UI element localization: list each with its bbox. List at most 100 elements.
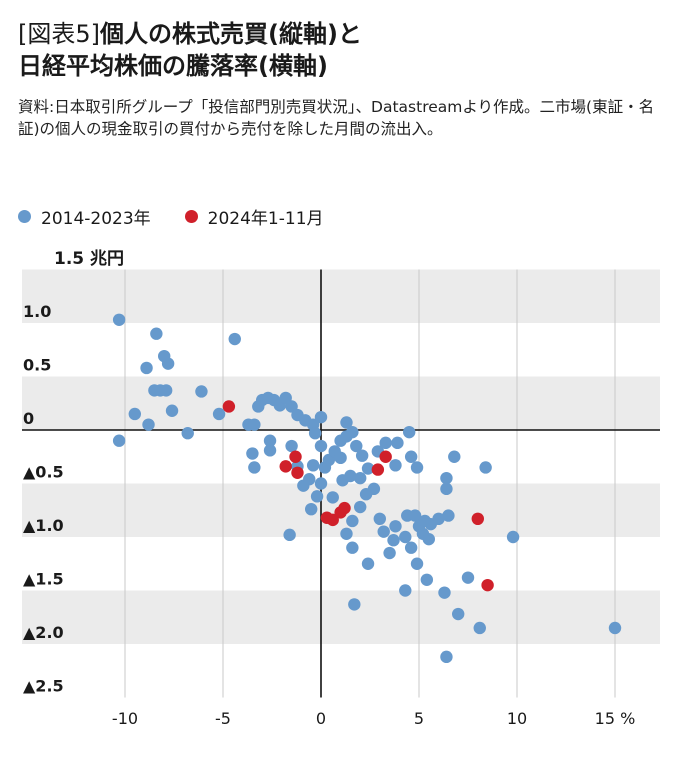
data-point-blue [399,584,412,597]
data-point-blue [161,357,175,370]
data-point-blue [212,407,226,421]
title-line-1: 個人の株式売買(縦軸)と [100,20,362,48]
data-point-blue [354,500,367,514]
data-point-blue [159,384,173,397]
y-tick-label: 1.0 [23,302,51,321]
data-point-blue [379,436,392,450]
data-point-red [371,463,385,476]
data-point-blue [326,491,339,504]
data-point-blue [442,509,455,522]
data-point-blue [181,427,194,440]
data-point-blue [306,459,320,472]
data-point-blue [112,313,126,326]
data-point-blue [479,461,492,474]
data-point-blue [438,586,451,599]
data-point-blue [142,418,155,431]
y-tick-label: ▲0.5 [23,463,64,482]
data-point-blue [248,418,261,431]
y-tick-label: 0.5 [23,356,51,375]
data-point-blue [318,461,332,474]
data-point-blue [389,459,402,472]
y-tick-label: ▲2.0 [23,623,64,642]
data-point-blue [195,385,208,398]
data-point-blue [314,477,328,490]
data-point-blue [410,557,424,570]
data-point-blue [140,361,153,375]
data-point-blue [359,488,373,501]
data-point-blue [403,425,416,439]
data-point-blue [461,571,475,584]
y-tick-label: 0 [23,409,34,428]
data-point-blue [391,436,404,450]
legend-swatch-blue [18,210,31,223]
data-point-red [338,501,351,515]
data-point-blue [361,557,375,570]
data-point-blue [387,534,400,547]
grid-band [22,269,660,323]
data-point-red [326,513,339,527]
data-point-blue [314,439,328,453]
data-point-blue [228,332,241,346]
title-line-2: 日経平均株価の騰落率(横軸) [18,52,328,80]
data-point-blue [440,471,453,485]
legend-swatch-red [184,210,198,223]
data-point-red [222,400,236,413]
legend-label-red: 2024年1-11月 [207,209,324,229]
y-axis-unit-label: 1.5 兆円 [54,249,125,269]
data-point-blue [346,541,359,554]
data-point-blue [389,520,402,533]
data-point-blue [448,450,461,463]
grid-band [22,590,660,644]
data-point-blue [373,512,386,526]
data-point-blue [422,532,435,546]
data-point-blue [383,546,396,560]
data-point-blue [336,474,349,487]
data-point-blue [399,530,412,544]
data-point-blue [246,447,259,460]
data-point-blue [410,461,424,474]
data-point-blue [348,598,361,611]
data-point-blue [305,502,318,516]
legend-item-red: 2024年1-11月 [184,204,324,229]
legend-label-blue: 2014-2023年 [41,209,151,229]
data-point-blue [404,450,418,463]
data-point-blue [346,425,359,439]
data-point-blue [361,462,375,475]
x-tick-label: 0 [316,709,326,728]
chart-title: [図表5]個人の株式売買(縦軸)と 日経平均株価の騰落率(横軸) [18,18,668,82]
data-point-blue [354,471,367,485]
data-point-blue [377,525,390,538]
legend: 2014-2023年 2024年1-11月 [18,204,358,229]
data-point-blue [340,416,353,429]
data-point-red [379,450,392,463]
y-tick-label: ▲2.5 [23,677,64,696]
y-tick-label: ▲1.0 [23,516,64,535]
data-point-blue [112,434,126,447]
data-point-blue [263,434,277,447]
data-point-red [291,466,304,479]
data-point-blue [283,528,296,542]
data-point-blue [334,451,347,465]
data-point-blue [440,482,453,496]
data-point-blue [165,404,179,417]
data-point-blue [408,509,422,522]
data-point-blue [452,607,465,621]
x-tick-label: -5 [215,709,231,728]
x-tick-label: 15 % [595,709,636,728]
data-point-blue [308,427,322,440]
data-point-blue [440,650,453,664]
data-point-blue [346,514,359,528]
data-point-blue [350,439,363,453]
data-point-blue [303,473,316,486]
x-tick-label: 10 [507,709,527,728]
data-point-blue [314,410,328,424]
figure-label: [図表5] [18,20,100,48]
data-point-blue [285,439,298,453]
data-point-red [481,578,494,592]
x-tick-label: -10 [112,709,138,728]
data-point-blue [128,407,141,421]
source-note: 資料:日本取引所グループ「投信部門別売買状況」、Datastreamより作成。二… [18,98,655,138]
data-point-blue [506,530,520,544]
data-point-red [289,450,302,463]
